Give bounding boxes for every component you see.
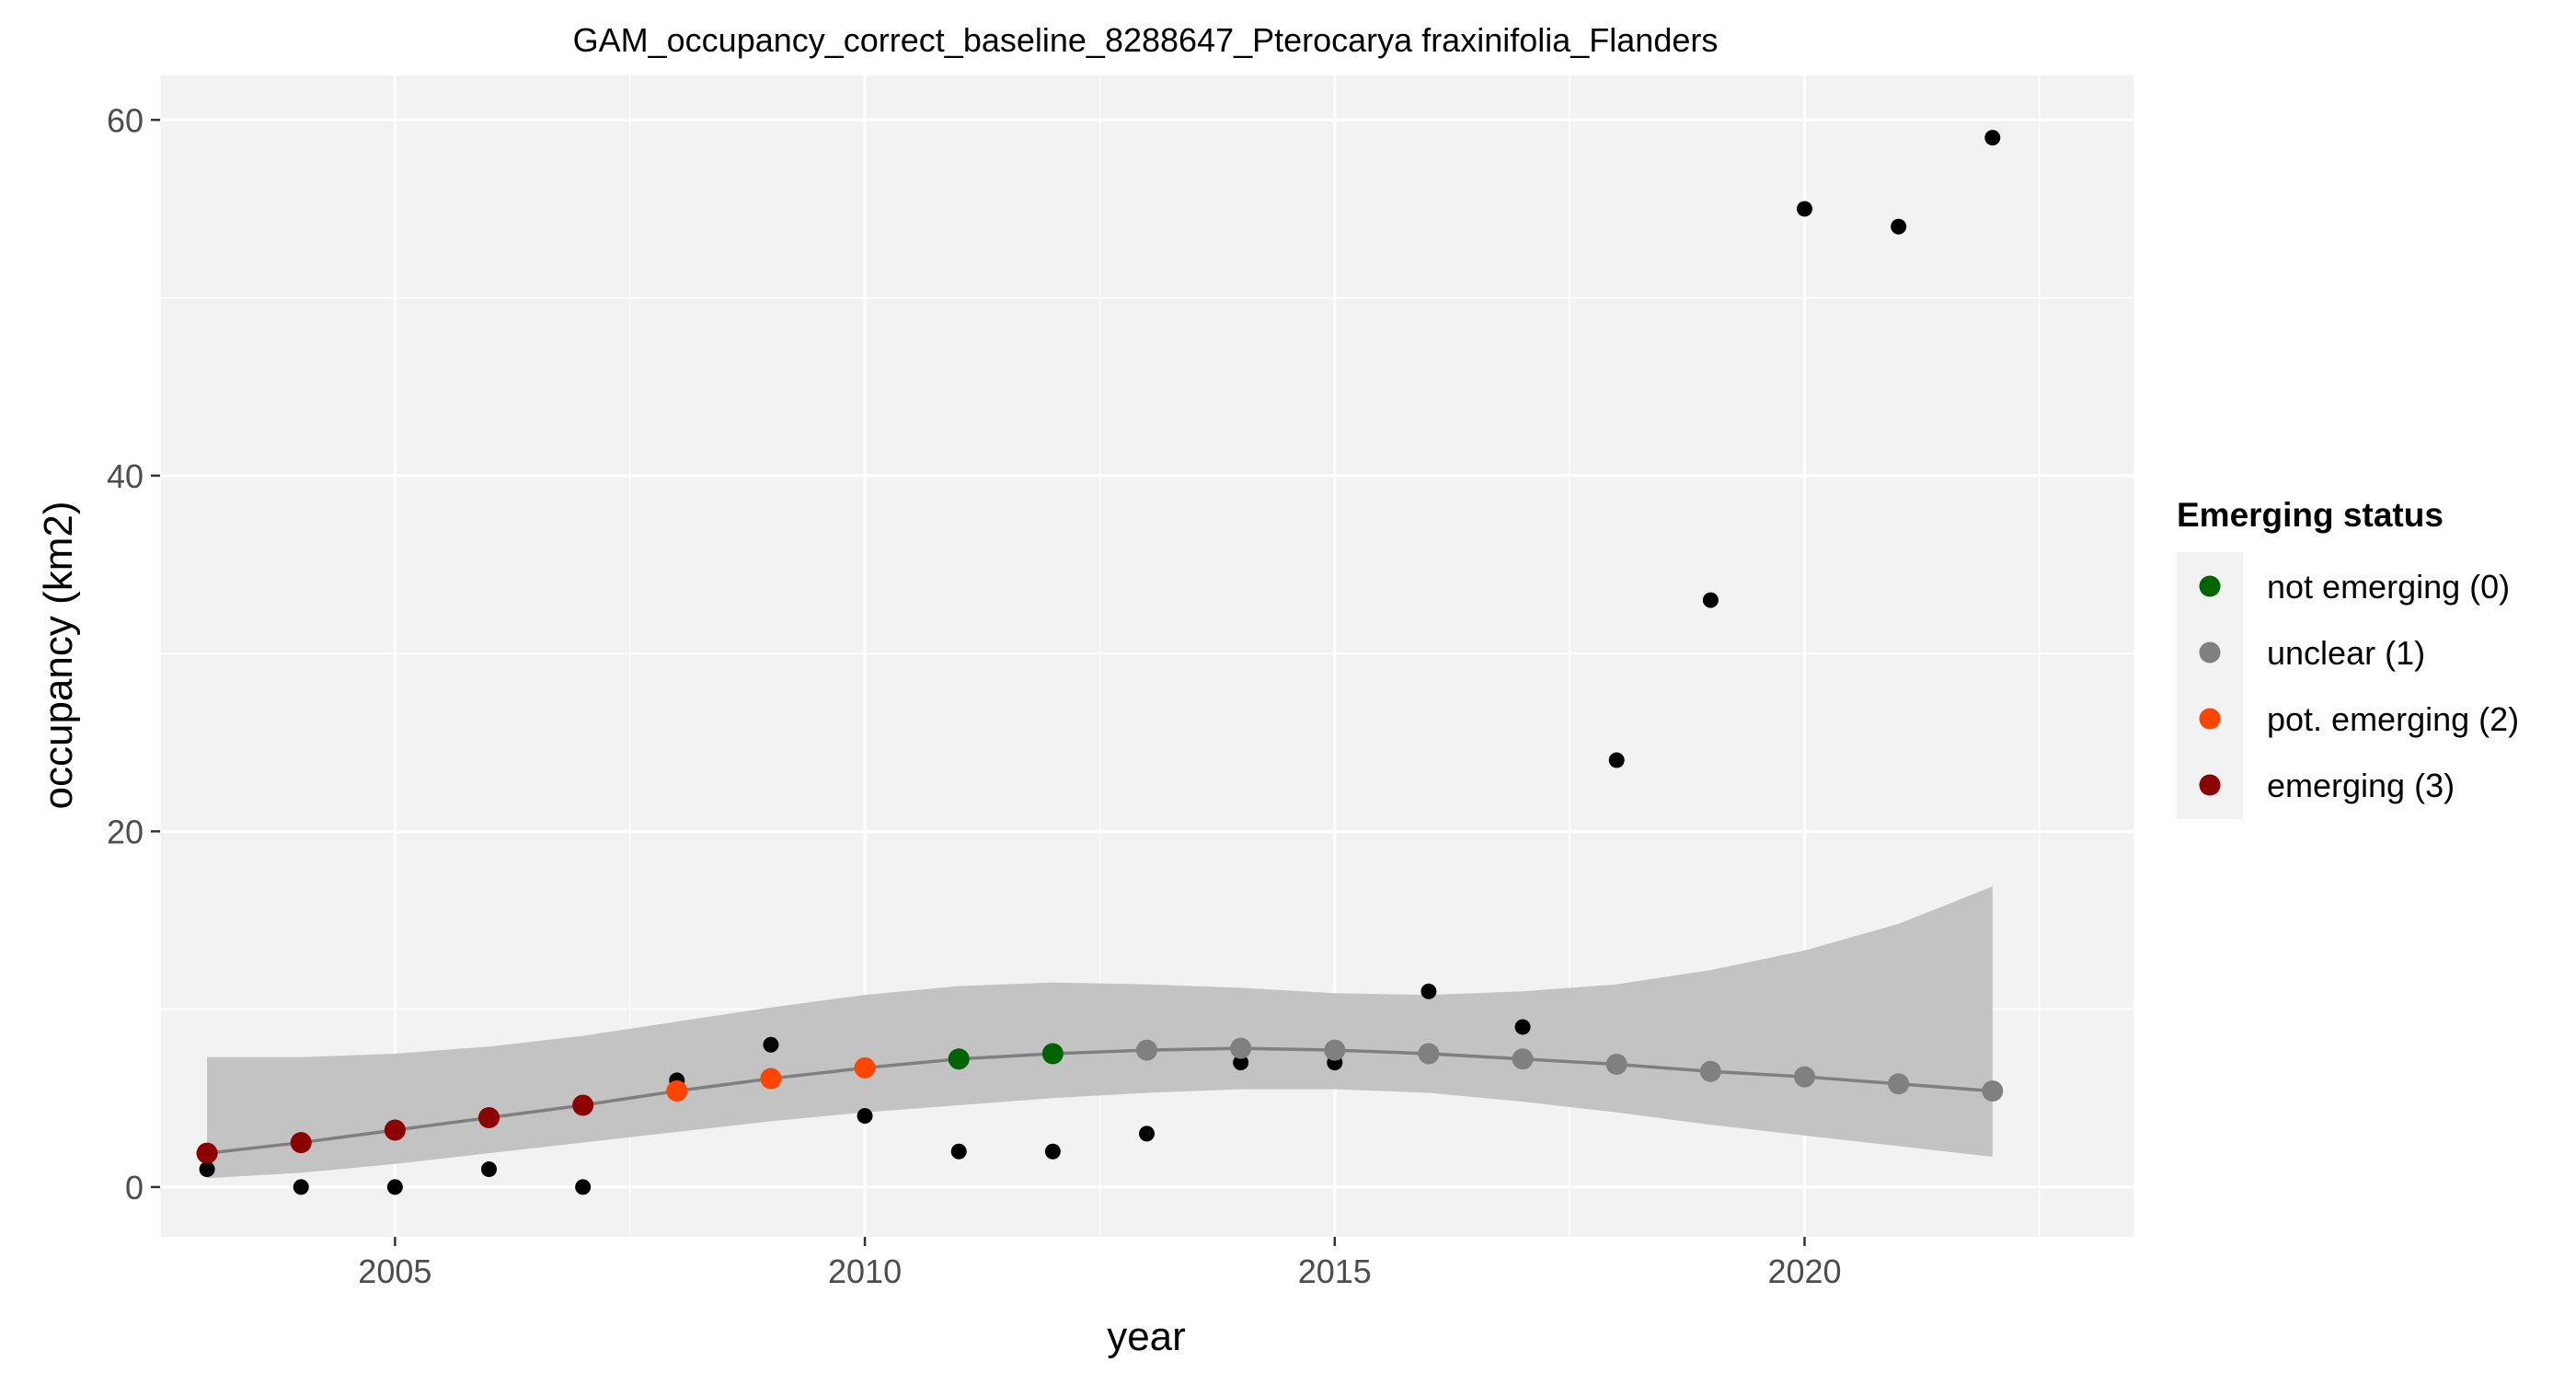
y-tick-label: 20	[107, 813, 144, 850]
fit-point	[1794, 1066, 1815, 1088]
legend-key	[2199, 774, 2221, 796]
fit-point	[666, 1080, 688, 1102]
fit-point	[1888, 1073, 1910, 1095]
y-axis: 0 20 40 60	[107, 101, 160, 1206]
fit-point	[196, 1142, 218, 1164]
fit-point	[1230, 1037, 1252, 1059]
fit-point	[1605, 1054, 1627, 1076]
fit-point	[572, 1094, 594, 1116]
observed-point	[575, 1179, 592, 1195]
x-axis: 2005 2010 2015 2020	[358, 1237, 1842, 1290]
x-tick-label: 2020	[1767, 1252, 1841, 1290]
legend-label: emerging (3)	[2267, 767, 2455, 804]
fit-point	[1136, 1039, 1157, 1061]
legend-key	[2199, 708, 2221, 730]
observed-point	[199, 1161, 215, 1178]
fit-point	[384, 1119, 406, 1141]
observed-point	[1702, 592, 1719, 608]
observed-point	[1420, 983, 1437, 999]
observed-point	[1608, 752, 1625, 768]
fit-point	[854, 1056, 876, 1079]
legend-entries: not emerging (0) unclear (1) pot. emerging…	[2199, 568, 2519, 804]
fit-point	[1418, 1043, 1440, 1065]
legend-label: unclear (1)	[2267, 634, 2425, 672]
observed-point	[1139, 1125, 1155, 1142]
observed-point	[1891, 218, 1907, 235]
fit-point	[1324, 1039, 1346, 1061]
observed-point	[1514, 1019, 1531, 1035]
y-tick-label: 0	[125, 1169, 144, 1206]
observed-point	[950, 1143, 967, 1160]
grid-major	[160, 75, 2133, 1237]
fit-point	[948, 1048, 970, 1070]
x-tick-label: 2010	[828, 1252, 902, 1290]
observed-point	[1797, 201, 1812, 217]
fit-points	[196, 1037, 2004, 1164]
fit-point	[290, 1132, 312, 1154]
observed-point	[1984, 130, 2001, 146]
fit-point	[1512, 1048, 1534, 1070]
observed-point	[481, 1161, 497, 1178]
fit-point	[1699, 1060, 1721, 1082]
legend-key	[2199, 575, 2221, 597]
observed-point	[386, 1179, 403, 1195]
observed-point	[293, 1179, 309, 1195]
legend: Emerging status not emerging (0) unclear …	[2177, 496, 2519, 819]
fit-point	[760, 1068, 782, 1090]
fit-point	[478, 1107, 500, 1129]
fit-line	[206, 1046, 1993, 1155]
fit-point	[1041, 1043, 1064, 1065]
y-tick-label: 60	[107, 101, 144, 139]
observed-point	[1044, 1143, 1061, 1160]
observed-point	[857, 1108, 873, 1125]
confidence-band	[207, 886, 1993, 1179]
observed-point	[1233, 1055, 1249, 1071]
y-tick-label: 40	[107, 457, 144, 495]
fit-point	[1982, 1080, 2004, 1102]
chart-title: GAM_occupancy_correct_baseline_8288647_P…	[573, 21, 1719, 59]
legend-label: not emerging (0)	[2267, 568, 2510, 606]
x-tick-label: 2005	[358, 1252, 431, 1290]
legend-title: Emerging status	[2177, 496, 2444, 534]
observed-points	[199, 130, 2001, 1195]
legend-key	[2199, 641, 2221, 664]
y-axis-label: occupancy (km2)	[36, 501, 81, 809]
observed-point	[763, 1036, 779, 1053]
legend-label: pot. emerging (2)	[2267, 700, 2519, 738]
x-axis-label: year	[1107, 1314, 1186, 1359]
x-tick-label: 2015	[1298, 1252, 1372, 1290]
